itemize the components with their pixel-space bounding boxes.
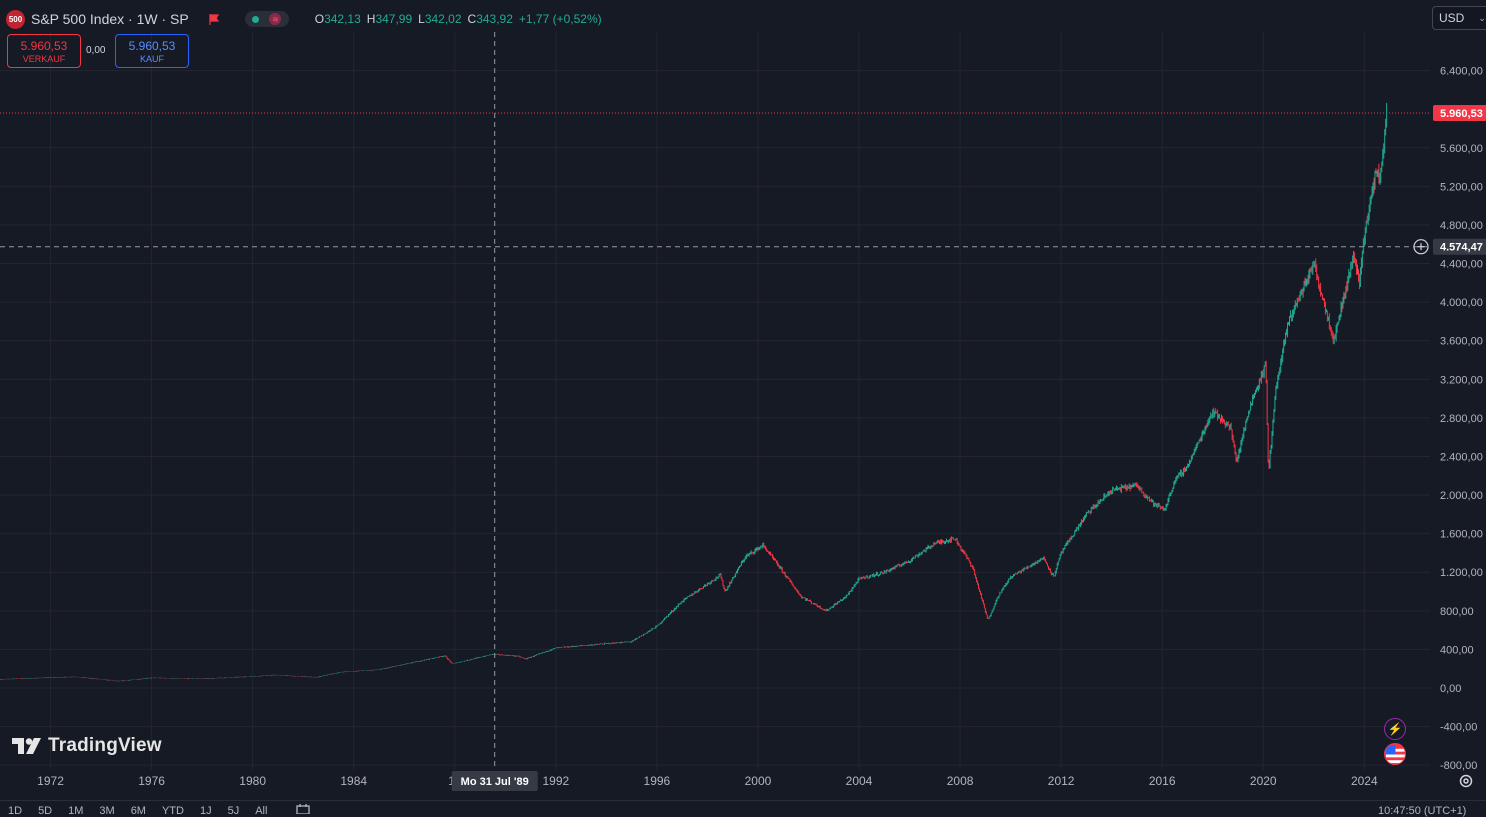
flag-icon[interactable] — [209, 13, 219, 25]
candles — [0, 102, 1388, 682]
y-tick-label: 2.000,00 — [1440, 490, 1483, 502]
ohlc-values: O342,13 H347,99 L342,02 C343,92 +1,77 (+… — [315, 12, 602, 26]
last-price-tag-text: 5.960,53 — [1440, 108, 1483, 120]
us-flag-icon[interactable] — [1384, 743, 1406, 765]
crosshair-price-tag — [1433, 238, 1486, 255]
y-tick-label: 5.200,00 — [1440, 181, 1483, 193]
x-tick-label: 1984 — [340, 774, 367, 788]
lightning-bolt-icon[interactable]: ⚡ — [1384, 718, 1406, 740]
x-tick-label: 2012 — [1048, 774, 1075, 788]
market-status-pill[interactable]: ≋ — [244, 11, 289, 27]
x-tick-label: 1972 — [37, 774, 64, 788]
x-tick-label: 2020 — [1250, 774, 1277, 788]
y-tick-label: 1.200,00 — [1440, 567, 1483, 579]
y-tick-label: 2.400,00 — [1440, 451, 1483, 463]
crosshair-date-tag — [451, 771, 538, 791]
data-burst-icon: ≋ — [269, 13, 282, 25]
ohlc-low-value: 342,02 — [424, 12, 462, 26]
chevron-down-icon: ⌄ — [1478, 12, 1486, 23]
y-tick-label: 1.600,00 — [1440, 529, 1483, 541]
x-tick-label: 2016 — [1149, 774, 1176, 788]
range-button-1m[interactable]: 1M — [68, 805, 84, 817]
y-tick-label: -400,00 — [1440, 722, 1477, 734]
range-button-ytd[interactable]: YTD — [161, 805, 184, 817]
range-button-5j[interactable]: 5J — [227, 805, 240, 817]
y-tick-label: 4.000,00 — [1440, 297, 1483, 309]
sp500-logo: 500 — [6, 9, 25, 29]
y-tick-label: 4.400,00 — [1440, 259, 1483, 271]
y-tick-label: 2.800,00 — [1440, 413, 1483, 425]
currency-label: USD — [1439, 11, 1465, 25]
x-tick-label: 1980 — [239, 774, 266, 788]
range-button-1d[interactable]: 1D — [8, 805, 23, 817]
buy-label: KAUF — [139, 53, 164, 64]
vertical-gridlines — [50, 32, 1365, 770]
clock[interactable]: 10:47:50 (UTC+1) — [1378, 805, 1467, 817]
ohlc-close-value: 343,92 — [476, 12, 513, 26]
y-tick-label: 6.400,00 — [1440, 66, 1483, 78]
sell-price: 5.960,53 — [20, 38, 68, 53]
y-tick-label: 400,00 — [1440, 644, 1474, 656]
logo-text: 500 — [8, 14, 23, 24]
settings-gear-icon[interactable] — [1458, 773, 1474, 789]
y-tick-label: -800,00 — [1440, 760, 1477, 772]
calendar-icon[interactable] — [296, 804, 310, 814]
x-tick-label: 2024 — [1351, 774, 1378, 788]
crosshair-price-tag-text: 4.574,47 — [1440, 242, 1483, 254]
add-alert-plus-icon[interactable] — [1413, 239, 1429, 255]
x-tick-label: 1976 — [138, 774, 165, 788]
ohlc-high-key: H — [366, 12, 376, 26]
symbol-legend: 500 S&P 500 Index · 1W · SP ≋ O342,13 H3… — [6, 8, 602, 30]
x-tick-label: 2008 — [947, 774, 974, 788]
x-tick-label: 1996 — [644, 774, 671, 788]
y-tick-label: 3.600,00 — [1440, 336, 1483, 348]
crosshair-date-tag-text: Mo 31 Jul '89 — [461, 776, 529, 788]
buy-button[interactable]: 5.960,53 KAUF — [115, 34, 189, 68]
buy-price: 5.960,53 — [128, 38, 176, 53]
tradingview-logo[interactable]: TradingView — [12, 735, 162, 757]
x-tick-label: 1992 — [542, 774, 569, 788]
y-tick-label: 4.800,00 — [1440, 220, 1483, 232]
range-button-all[interactable]: All — [255, 805, 268, 817]
currency-selector[interactable]: USD ⌄ — [1432, 6, 1486, 30]
sell-label: VERKAUF — [22, 53, 66, 64]
y-tick-label: 5.600,00 — [1440, 143, 1483, 155]
range-button-6m[interactable]: 6M — [130, 805, 146, 817]
ohlc-change: +1,77 (+0,52%) — [518, 12, 602, 26]
market-open-dot-icon — [251, 15, 259, 23]
x-tick-label: 2004 — [846, 774, 873, 788]
horizontal-gridlines — [0, 70, 1430, 766]
ohlc-open-value: 342,13 — [324, 12, 361, 26]
y-tick-label: 800,00 — [1440, 606, 1474, 618]
bottom-toolbar: 1D 5D 1M 3M 6M YTD 1J 5J All 10:47:50 (UTC+1) — [0, 800, 1486, 817]
symbol-title[interactable]: S&P 500 Index · 1W · SP — [31, 11, 189, 27]
tradingview-wordmark: TradingView — [48, 735, 162, 756]
range-buttons: 1D 5D 1M 3M 6M YTD 1J 5J All — [8, 805, 267, 817]
x-tick-label: 2000 — [745, 774, 772, 788]
range-button-3m[interactable]: 3M — [99, 805, 115, 817]
ohlc-low-key: L — [418, 12, 425, 26]
tradingview-logo-icon — [12, 738, 41, 754]
sell-button[interactable]: 5.960,53 VERKAUF — [7, 34, 81, 68]
y-tick-label: 0,00 — [1440, 683, 1461, 695]
spread-value: 0,00 — [86, 45, 106, 56]
range-button-1j[interactable]: 1J — [199, 805, 212, 817]
last-price-tag — [1433, 104, 1486, 121]
ohlc-high-value: 347,99 — [375, 12, 413, 26]
ohlc-close-key: C — [467, 12, 477, 26]
y-tick-label: 3.200,00 — [1440, 374, 1483, 386]
us-flag-graphic-icon — [1385, 744, 1405, 764]
x-axis-tick-labels: 1972197619801984191992199620002004200820… — [37, 774, 1378, 788]
ohlc-open-key: O — [314, 12, 325, 26]
y-axis-tick-labels: 6.400,00 5.600,00 5.200,00 4.800,00 4.400,00… — [1440, 66, 1483, 773]
range-button-5d[interactable]: 5D — [38, 805, 53, 817]
